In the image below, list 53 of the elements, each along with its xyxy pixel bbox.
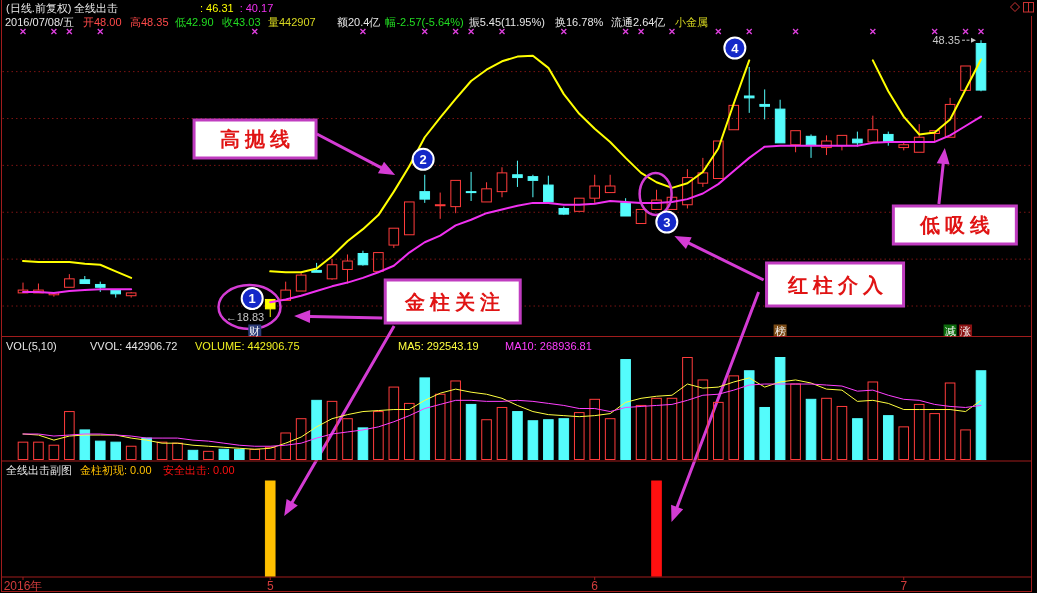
legend: MA10 <box>505 339 534 352</box>
annotation: 高抛线 <box>220 127 296 151</box>
annotation: VOLUME: 442906.75 <box>195 339 300 352</box>
annotation: : 46.31 <box>200 2 234 14</box>
tick-label: 2016年 <box>3 579 43 593</box>
annotation: 48.35 <box>932 34 960 47</box>
tick-label: 7 <box>900 579 908 593</box>
annotation: 低吸线 <box>918 213 995 237</box>
callout: 红柱介入 <box>765 261 906 308</box>
annotation: 额20.4亿 <box>337 16 381 28</box>
annotation: 3 <box>663 214 671 230</box>
tick-label: 6 <box>591 579 599 593</box>
tick-label: 5 <box>266 579 274 593</box>
legend: 安全出击 <box>163 464 207 476</box>
annotation: VVOL: 442906.72 <box>90 339 178 352</box>
annotation: 2 <box>419 151 427 167</box>
title: (日线.前复权) 全线出击 <box>6 2 119 14</box>
callout: 低吸线 <box>891 204 1018 246</box>
legend: 金柱初现 <box>80 464 124 476</box>
legend: MA5 <box>398 339 421 352</box>
annotation: 收43.03 <box>222 16 261 28</box>
annotation: 换16.78% <box>555 16 604 28</box>
annotation: : 0.00 <box>124 464 152 476</box>
annotation: 流通2.64亿 <box>611 16 666 28</box>
marker-disc: 4 <box>723 36 747 60</box>
chip: 财 <box>248 324 262 337</box>
title: 全线出击副图 <box>6 464 72 476</box>
annotation: 高48.35 <box>130 16 169 28</box>
marker-disc: 1 <box>240 287 264 310</box>
annotation: : 292543.19 <box>420 339 479 352</box>
callout: 金柱关注 <box>383 278 522 325</box>
annotation: 红柱介入 <box>786 272 888 297</box>
annotation: 4 <box>731 40 740 56</box>
marker-disc: 3 <box>655 210 679 234</box>
annotation: 1 <box>248 291 256 306</box>
annotation: 幅-2.57(-5.64%) <box>385 16 464 28</box>
callout: 高抛线 <box>192 118 318 160</box>
annotation: 量442907 <box>268 16 316 28</box>
annotation: 2016/07/08/五 <box>5 16 75 28</box>
annotation: 开48.00 <box>83 16 122 28</box>
chip: 涨 <box>959 324 973 337</box>
annotation: 小金属 <box>675 16 708 28</box>
chip: 榜 <box>773 324 787 337</box>
annotation: 振5.45(11.95%) <box>468 16 545 28</box>
annotation: : 0.00 <box>207 464 235 476</box>
annotation: 低42.90 <box>175 16 214 28</box>
title: VOL(5,10) <box>6 339 57 352</box>
annotation: ←18.83 <box>225 311 265 323</box>
annotation: : 268936.81 <box>533 339 592 352</box>
annotation: : 40.17 <box>239 2 274 14</box>
marker-disc: 2 <box>411 147 435 171</box>
annotation: 金柱关注 <box>404 289 506 314</box>
chip: 减 <box>943 324 957 337</box>
